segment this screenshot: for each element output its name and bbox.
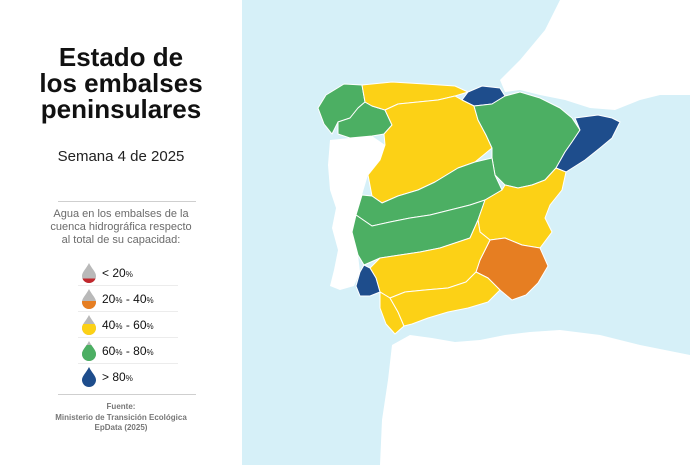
legend-item-20-40: 20% - 40% (78, 286, 178, 312)
source-credit: Fuente: Ministerio de Transición Ecológi… (20, 402, 222, 434)
title-line-2: los embalses (39, 68, 203, 98)
legend-item-40-60: 40% - 60% (78, 312, 178, 338)
drop-icon-20-40 (82, 289, 96, 309)
legend-label-20-40: 20% - 40% (102, 292, 154, 306)
legend-label-60-80: 60% - 80% (102, 344, 154, 358)
drop-icon-40-60 (82, 315, 96, 335)
legend: < 20% 20% - 40% (78, 260, 178, 389)
drop-icon-lt20 (82, 263, 96, 283)
legend-description-line: Agua en los embalses de la (53, 208, 189, 220)
legend-label-gt80: > 80% (102, 370, 133, 384)
subtitle: Semana 4 de 2025 (57, 148, 185, 165)
legend-description-line: cuenca hidrográfica respecto (50, 221, 192, 233)
morocco-land (380, 330, 690, 465)
drop-icon-60-80 (82, 341, 96, 361)
legend-label-40-60: 40% - 60% (102, 318, 154, 332)
legend-item-gt80: > 80% (78, 364, 178, 389)
legend-label-lt20: < 20% (102, 266, 133, 280)
source-label: Fuente: (106, 402, 136, 411)
reservoir-map (242, 0, 690, 465)
france-land (470, 0, 690, 110)
title-line-1: Estado de (58, 42, 184, 72)
drop-icon-gt80 (82, 367, 96, 387)
source-epdata: EpData (2025) (94, 423, 148, 432)
info-panel: Estado de los embalses peninsulares Sema… (0, 0, 242, 465)
title-line-3: peninsulares (40, 94, 202, 124)
legend-item-60-80: 60% - 80% (78, 338, 178, 364)
divider-top (58, 201, 196, 202)
divider-bottom (58, 394, 196, 395)
basins (317, 81, 621, 335)
legend-description-line: al total de su capacidad: (61, 234, 181, 246)
basin-tinto-odiel-piedras (355, 264, 381, 297)
page-title: Estado de los embalses peninsulares (20, 44, 222, 122)
basin-mediterranea-andaluza (389, 271, 501, 327)
basin-cataluna (555, 114, 621, 173)
legend-item-lt20: < 20% (78, 260, 178, 286)
source-ministry: Ministerio de Transición Ecológica (55, 412, 187, 422)
legend-description: Agua en los embalses de la cuenca hidrog… (30, 208, 212, 247)
